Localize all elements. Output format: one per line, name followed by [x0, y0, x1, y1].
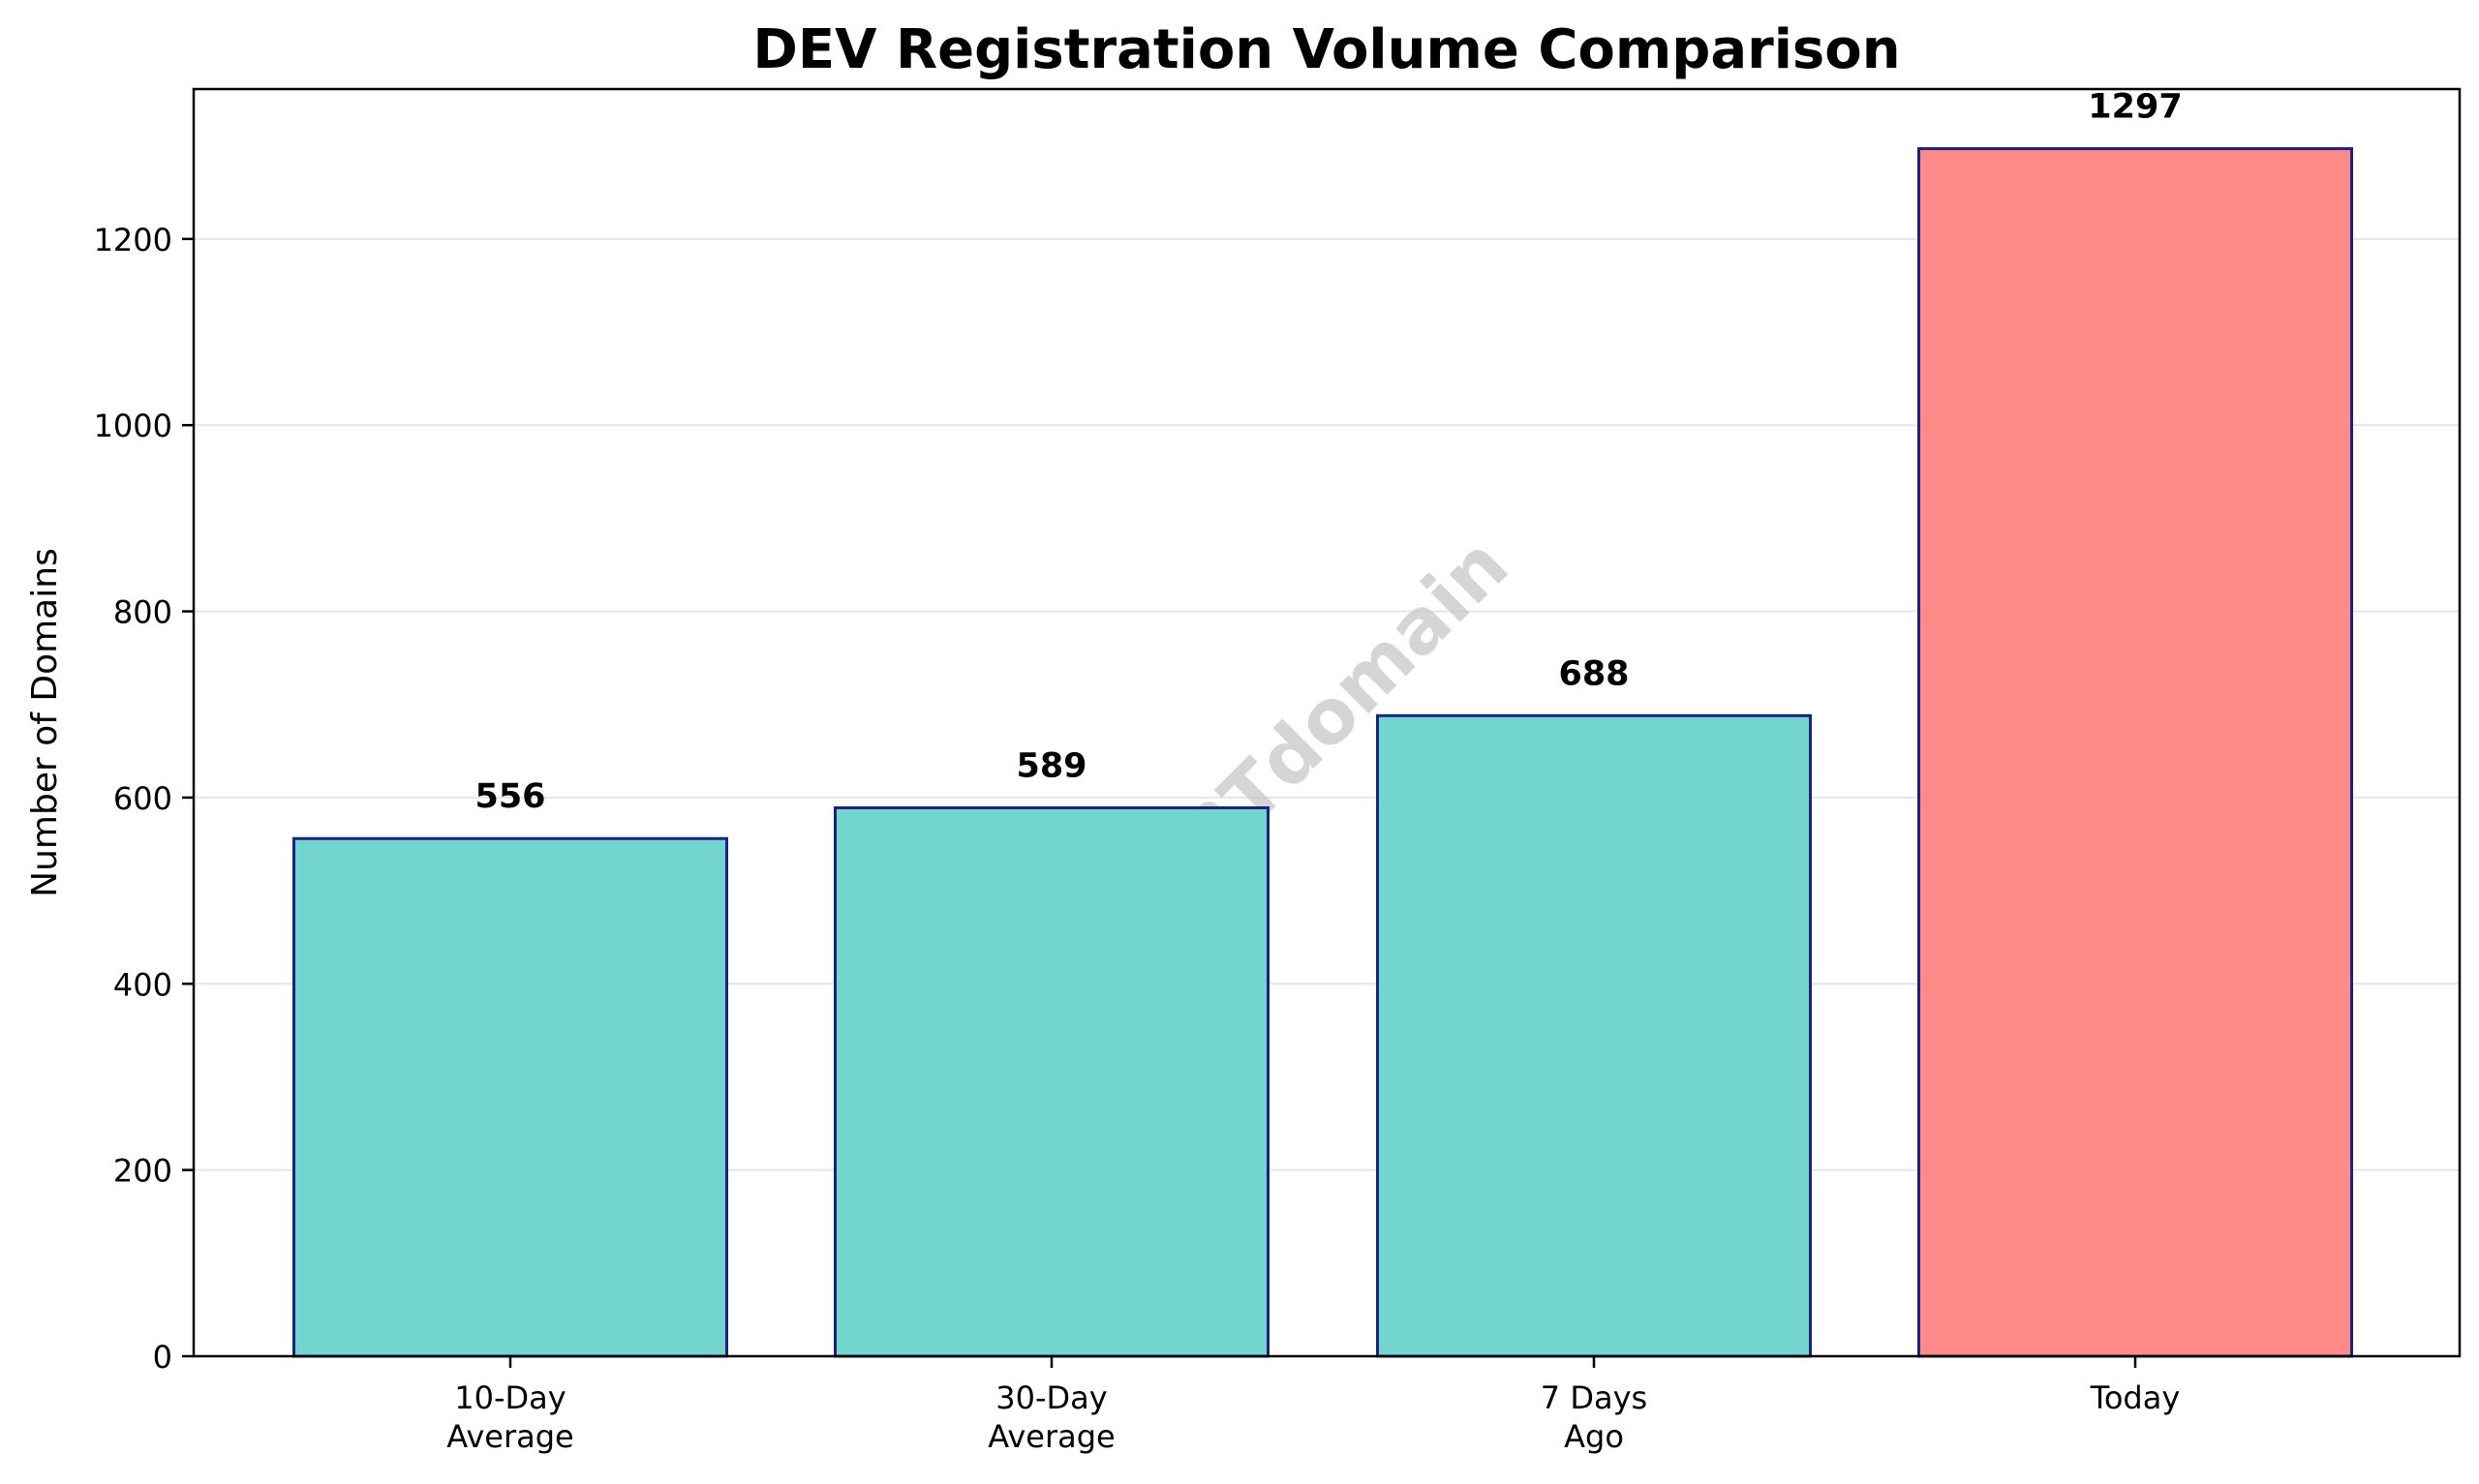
plot-frame	[192, 87, 2462, 1358]
x-tick-label: 30-Day Average	[988, 1379, 1115, 1455]
y-tick-label: 800	[113, 594, 172, 631]
chart-title: DEV Registration Volume Comparison	[752, 18, 1900, 81]
bar	[834, 806, 1270, 1358]
y-tick-label: 1000	[94, 408, 172, 444]
x-tick-label: 7 Days Ago	[1541, 1379, 1647, 1455]
y-axis-label: Number of Domains	[25, 548, 65, 897]
axes: 0 200 400 600 800 1000 1200 10-Day Average 30-Day…	[94, 87, 2462, 1455]
y-tick-label: 0	[153, 1339, 172, 1376]
data-label: 589	[1016, 747, 1086, 786]
bars	[292, 147, 2353, 1358]
data-label: 688	[1558, 654, 1629, 693]
bar	[292, 836, 728, 1358]
data-label: 1297	[2088, 88, 2182, 127]
bar	[1917, 147, 2353, 1358]
x-tick-label: 10-Day Average	[446, 1379, 573, 1455]
y-tick-label: 1200	[94, 222, 172, 258]
y-tick-label: 400	[113, 966, 172, 1003]
bar	[1376, 713, 1812, 1358]
y-tick-label: 200	[113, 1153, 172, 1190]
data-labels: 556 589 688 1297	[474, 88, 2182, 817]
data-label: 556	[474, 777, 545, 816]
y-tick-label: 600	[113, 780, 172, 817]
x-tick-label: Today	[2090, 1379, 2181, 1416]
